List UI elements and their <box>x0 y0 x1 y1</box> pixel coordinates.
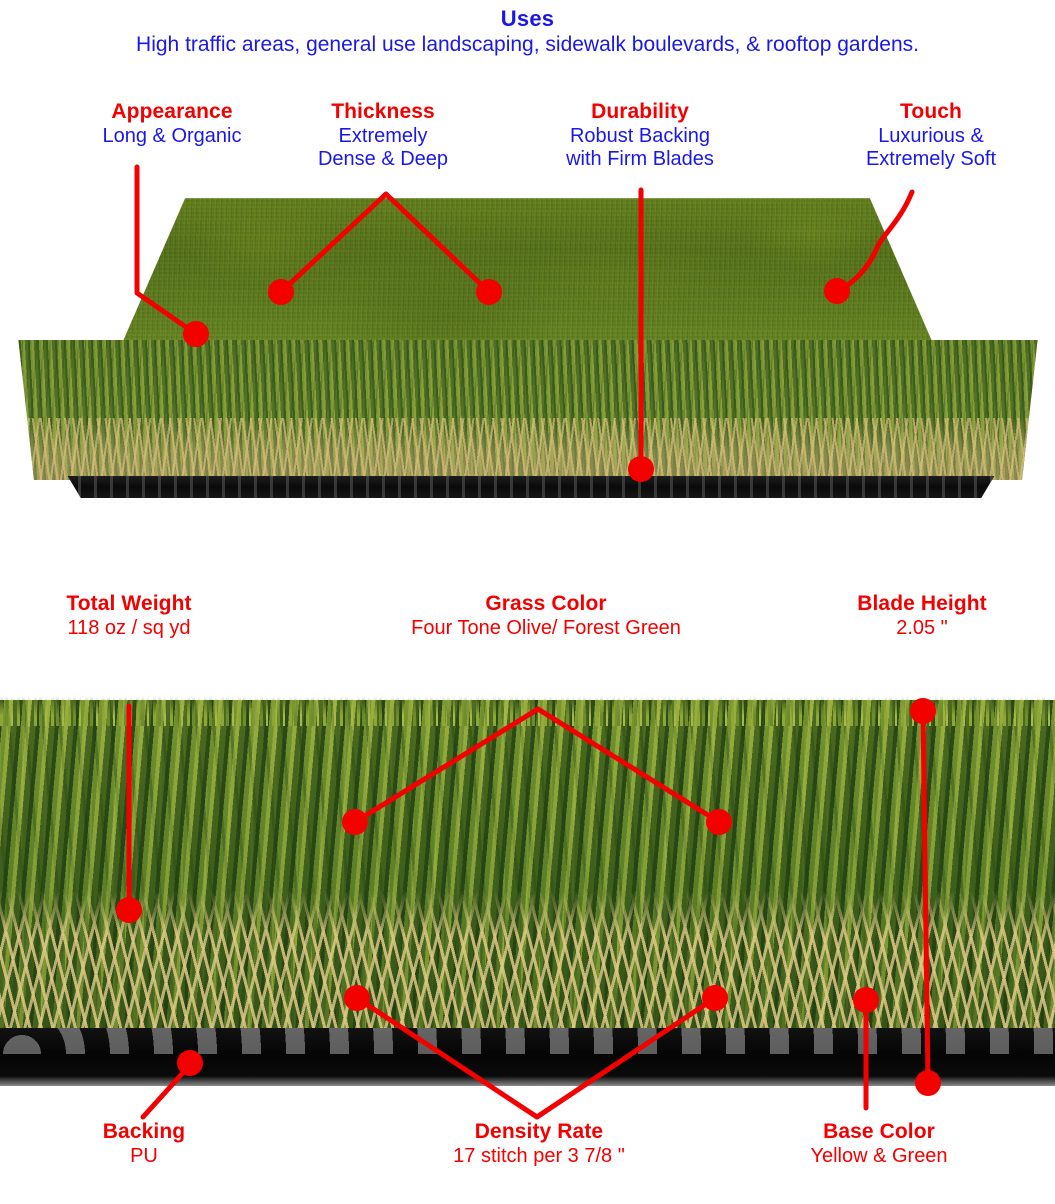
callout-density-rate-label: Density Rate <box>474 1120 604 1143</box>
callout-durability-value-line1: Robust Backing <box>569 124 711 147</box>
callout-touch-value-line1: Luxurious & <box>878 124 984 147</box>
callout-base-color-value: Yellow & Green <box>810 1144 948 1167</box>
callout-grass-color-value: Four Tone Olive/ Forest Green <box>411 616 681 639</box>
closeup-thatch-layer <box>0 890 1055 1050</box>
turf-top-face <box>120 198 935 348</box>
callout-appearance: Appearance Long & Organic <box>47 100 297 148</box>
turf-backing-strip <box>67 476 995 498</box>
turf-sample-closeup-view <box>0 660 1055 1100</box>
callout-blade-height: Blade Height 2.05 " <box>808 592 1036 640</box>
callout-grass-color: Grass Color Four Tone Olive/ Forest Gree… <box>366 592 726 640</box>
callout-base-color: Base Color Yellow & Green <box>765 1120 993 1168</box>
callout-touch: Touch Luxurious & Extremely Soft <box>820 100 1042 171</box>
callout-backing-label: Backing <box>102 1120 186 1143</box>
callout-touch-value-line2: Extremely Soft <box>865 147 997 170</box>
callout-blade-height-label: Blade Height <box>857 592 987 615</box>
callout-density-rate: Density Rate 17 stitch per 3 7/8 " <box>425 1120 653 1168</box>
callout-thickness-label: Thickness <box>331 100 435 123</box>
callout-total-weight: Total Weight 118 oz / sq yd <box>20 592 238 640</box>
callout-blade-height-value: 2.05 " <box>896 616 948 639</box>
callout-appearance-value: Long & Organic <box>102 124 242 147</box>
callout-durability-label: Durability <box>591 100 689 123</box>
callout-density-rate-value: 17 stitch per 3 7/8 " <box>453 1144 625 1167</box>
callout-thickness-value-line1: Extremely <box>338 124 428 147</box>
callout-backing-value: PU <box>130 1144 158 1167</box>
callout-appearance-label: Appearance <box>111 100 233 123</box>
callout-thickness: Thickness Extremely Dense & Deep <box>263 100 503 171</box>
uses-title: Uses <box>500 6 555 31</box>
turf-sample-top-view <box>0 190 1055 520</box>
callout-durability: Durability Robust Backing with Firm Blad… <box>518 100 762 171</box>
callout-durability-value-line2: with Firm Blades <box>566 147 714 170</box>
callout-total-weight-label: Total Weight <box>66 592 192 615</box>
callout-base-color-label: Base Color <box>823 1120 935 1143</box>
callout-backing: Backing PU <box>30 1120 258 1168</box>
closeup-pu-backing <box>0 1028 1055 1086</box>
turf-front-face <box>18 340 1038 480</box>
callout-touch-label: Touch <box>900 100 962 123</box>
callout-grass-color-label: Grass Color <box>485 592 607 615</box>
uses-subtitle: High traffic areas, general use landscap… <box>136 33 919 56</box>
closeup-blade-tips <box>0 696 1055 726</box>
callout-thickness-value-line2: Dense & Deep <box>317 147 449 170</box>
section-divider <box>0 521 1055 524</box>
callout-total-weight-value: 118 oz / sq yd <box>67 616 191 639</box>
